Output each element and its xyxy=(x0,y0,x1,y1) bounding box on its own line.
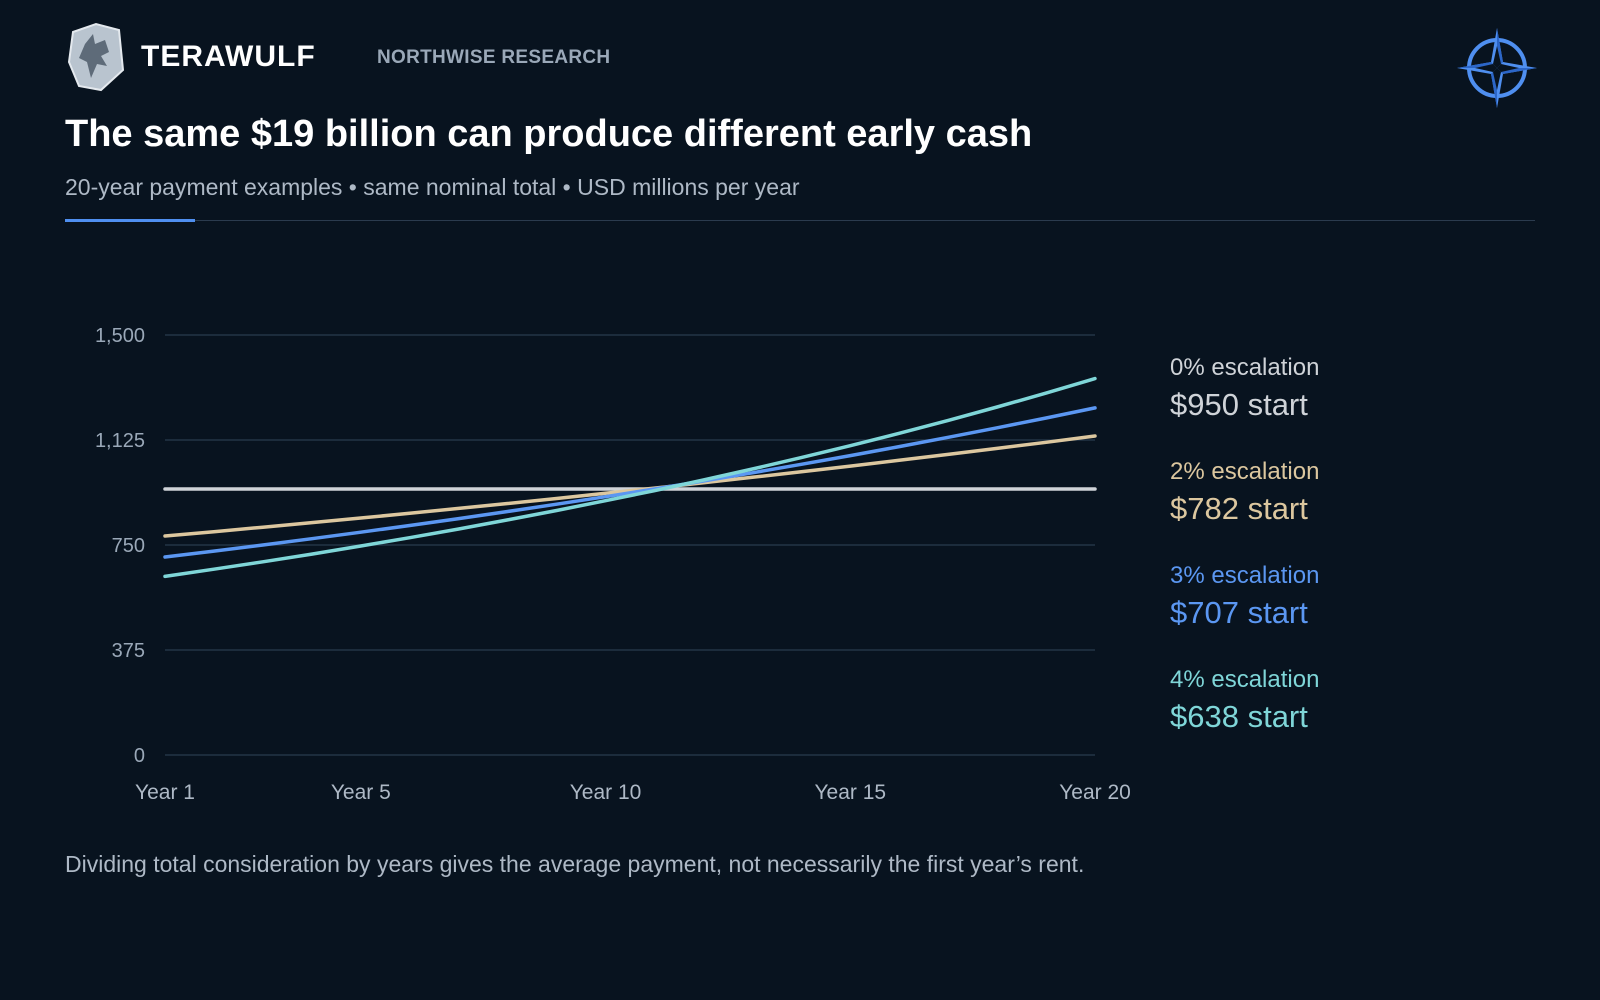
x-tick-label: Year 20 xyxy=(1059,781,1131,804)
legend-start-value: $782 start xyxy=(1170,491,1308,526)
x-tick-label: Year 5 xyxy=(331,781,391,804)
x-axis-ticks: Year 1 Year 5 Year 10 Year 15 Year 20 xyxy=(135,781,1131,804)
series-layer xyxy=(163,376,1097,579)
y-axis-ticks: 0 375 750 1,125 1,500 xyxy=(95,325,145,767)
y-tick-label: 1,500 xyxy=(95,325,145,347)
grid-layer xyxy=(165,334,1095,756)
chart-title: The same $19 billion can produce differe… xyxy=(65,113,1033,155)
legend-start-value: $950 start xyxy=(1170,387,1308,422)
series-line xyxy=(163,406,1097,559)
legend-escalation: 0% escalation xyxy=(1170,354,1319,381)
legend-escalation: 3% escalation xyxy=(1170,562,1319,589)
series-line xyxy=(163,376,1097,579)
series-line xyxy=(163,434,1097,538)
x-tick-label: Year 1 xyxy=(135,781,195,804)
divider-accent xyxy=(65,219,195,222)
compass-rose-icon xyxy=(1457,28,1537,108)
legend-start-value: $638 start xyxy=(1170,699,1308,734)
x-tick-label: Year 10 xyxy=(570,781,642,804)
brand-name: TERAWULF xyxy=(141,40,316,73)
legend-escalation: 2% escalation xyxy=(1170,458,1319,485)
y-tick-label: 1,125 xyxy=(95,430,145,452)
legend-start-value: $707 start xyxy=(1170,595,1308,630)
legend: 0% escalation $950 start 2% escalation $782… xyxy=(1170,354,1319,734)
chart-subtitle: 20-year payment examples • same nominal … xyxy=(65,174,800,200)
footnote: Dividing total consideration by years gi… xyxy=(65,851,1085,877)
wolf-shield-icon xyxy=(67,22,125,92)
y-tick-label: 750 xyxy=(112,535,145,557)
research-label: NORTHWISE RESEARCH xyxy=(377,47,611,68)
y-tick-label: 0 xyxy=(134,745,145,767)
legend-escalation: 4% escalation xyxy=(1170,666,1319,693)
x-tick-label: Year 15 xyxy=(814,781,886,804)
divider xyxy=(65,220,1535,221)
header: TERAWULF NORTHWISE RESEARCH xyxy=(65,22,1537,108)
y-tick-label: 375 xyxy=(112,640,145,662)
